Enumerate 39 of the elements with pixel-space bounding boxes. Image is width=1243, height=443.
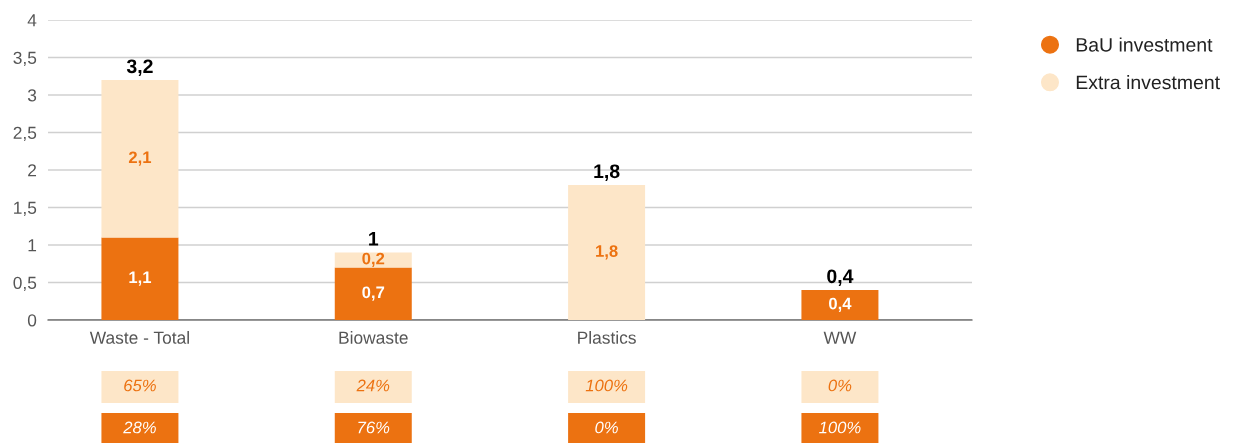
x-tick-label: Plastics [578, 331, 636, 344]
legend-label: BaU investment [1076, 37, 1213, 52]
data-label: 0,2 [362, 252, 385, 267]
y-tick-label: 3,5 [13, 51, 37, 67]
y-tick-label: 3 [27, 89, 37, 102]
total-label: 3,2 [126, 59, 153, 76]
legend-label: Extra investment [1076, 75, 1220, 90]
x-tick-label: WW [823, 331, 857, 344]
y-tick-label: 0,5 [13, 276, 37, 292]
bar [801, 290, 879, 320]
data-label: 1,1 [129, 271, 152, 286]
y-tick-label: 1,5 [14, 201, 37, 217]
y-tick-label: 2,5 [13, 126, 37, 142]
y-tick-label: 1 [28, 239, 37, 252]
data-label: 2,1 [128, 151, 152, 166]
y-tick-label: 2 [28, 164, 37, 177]
x-tick-label: Waste - Total [89, 331, 189, 344]
text: 28% [123, 421, 156, 434]
data-label: 0,7 [362, 286, 385, 301]
text: 76% [358, 421, 390, 434]
text: 65% [124, 379, 156, 392]
data-label: 0,4 [829, 297, 852, 312]
y-tick-label: 0 [27, 314, 37, 327]
data-label: 1,8 [596, 245, 618, 260]
bar [334, 252, 412, 268]
bar [101, 80, 179, 238]
total-label: 0,4 [827, 269, 854, 286]
total-label: 1 [369, 232, 379, 246]
text: 100% [819, 421, 861, 434]
text: 0% [595, 421, 618, 434]
bar [101, 237, 179, 320]
total-label: 1,8 [594, 164, 620, 181]
text: 100% [585, 379, 628, 392]
text: 0% [828, 379, 852, 392]
bar [568, 185, 646, 320]
x-tick-label: Biowaste [339, 331, 408, 344]
text: 24% [356, 379, 390, 392]
y-tick-label: 4 [27, 14, 37, 27]
bar [334, 267, 412, 320]
